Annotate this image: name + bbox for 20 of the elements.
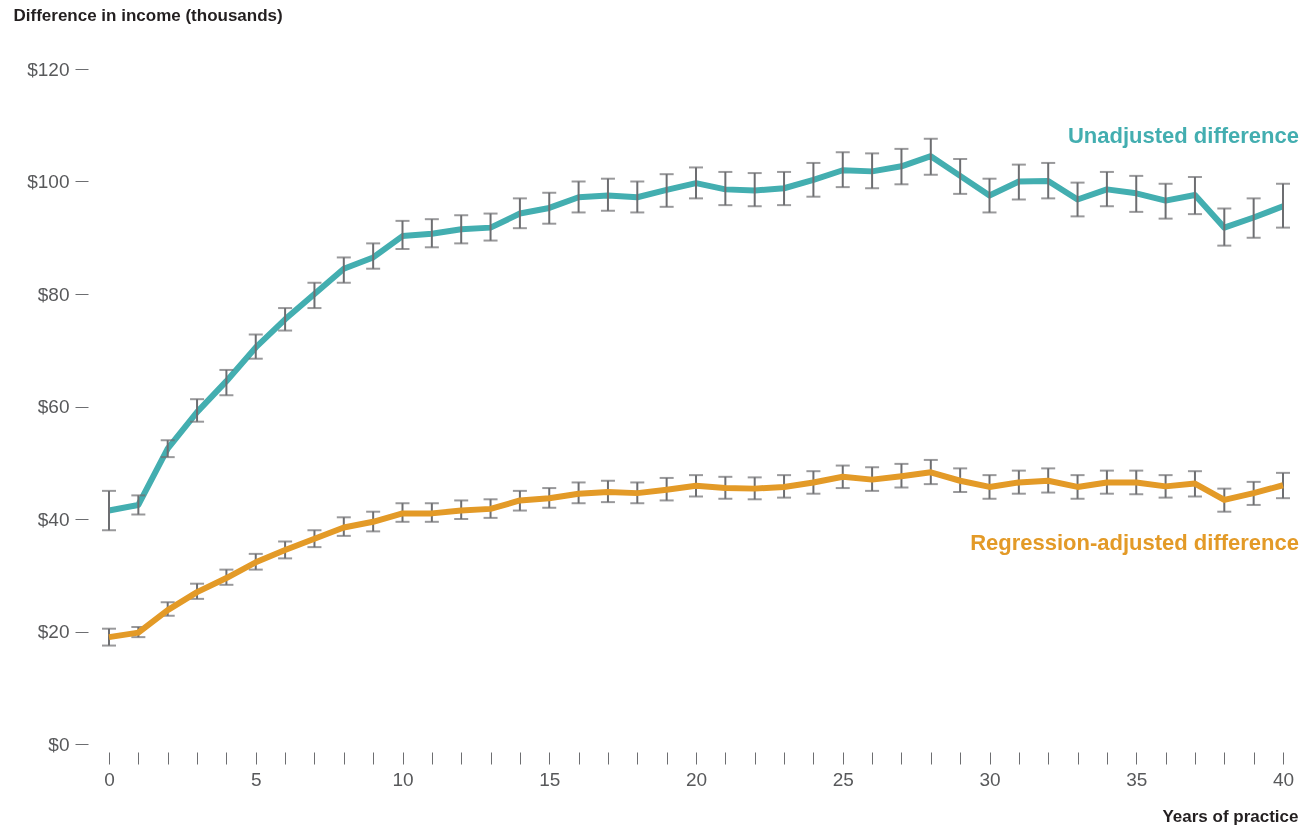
x-axis-title: Years of practice xyxy=(1162,806,1299,826)
y-tick-label: $40 xyxy=(37,508,70,530)
y-tick-label: $20 xyxy=(37,621,70,642)
series-label: Unadjusted difference xyxy=(1067,123,1299,149)
x-tick-label: 15 xyxy=(539,768,561,790)
text: Regression-adjusted difference xyxy=(970,530,1299,556)
x-tick-label: 0 xyxy=(104,768,115,790)
x-tick-label: 5 xyxy=(250,768,262,790)
y-axis-title: Difference in income (thousands) xyxy=(13,5,283,25)
y-tick-label: $60 xyxy=(37,396,70,417)
x-tick-label: 25 xyxy=(832,768,854,790)
y-tick-label: $100 xyxy=(27,171,70,192)
x-tick-label: 35 xyxy=(1126,768,1148,790)
x-tick-label: 30 xyxy=(979,768,1001,790)
y-tick-label: $80 xyxy=(37,283,70,305)
y-tick-label: $0 xyxy=(48,733,70,755)
y-tick-label: $120 xyxy=(27,58,70,80)
x-tick-label: 10 xyxy=(392,768,414,790)
x-tick-label: 40 xyxy=(1272,768,1295,790)
x-tick-label: 20 xyxy=(685,768,708,790)
